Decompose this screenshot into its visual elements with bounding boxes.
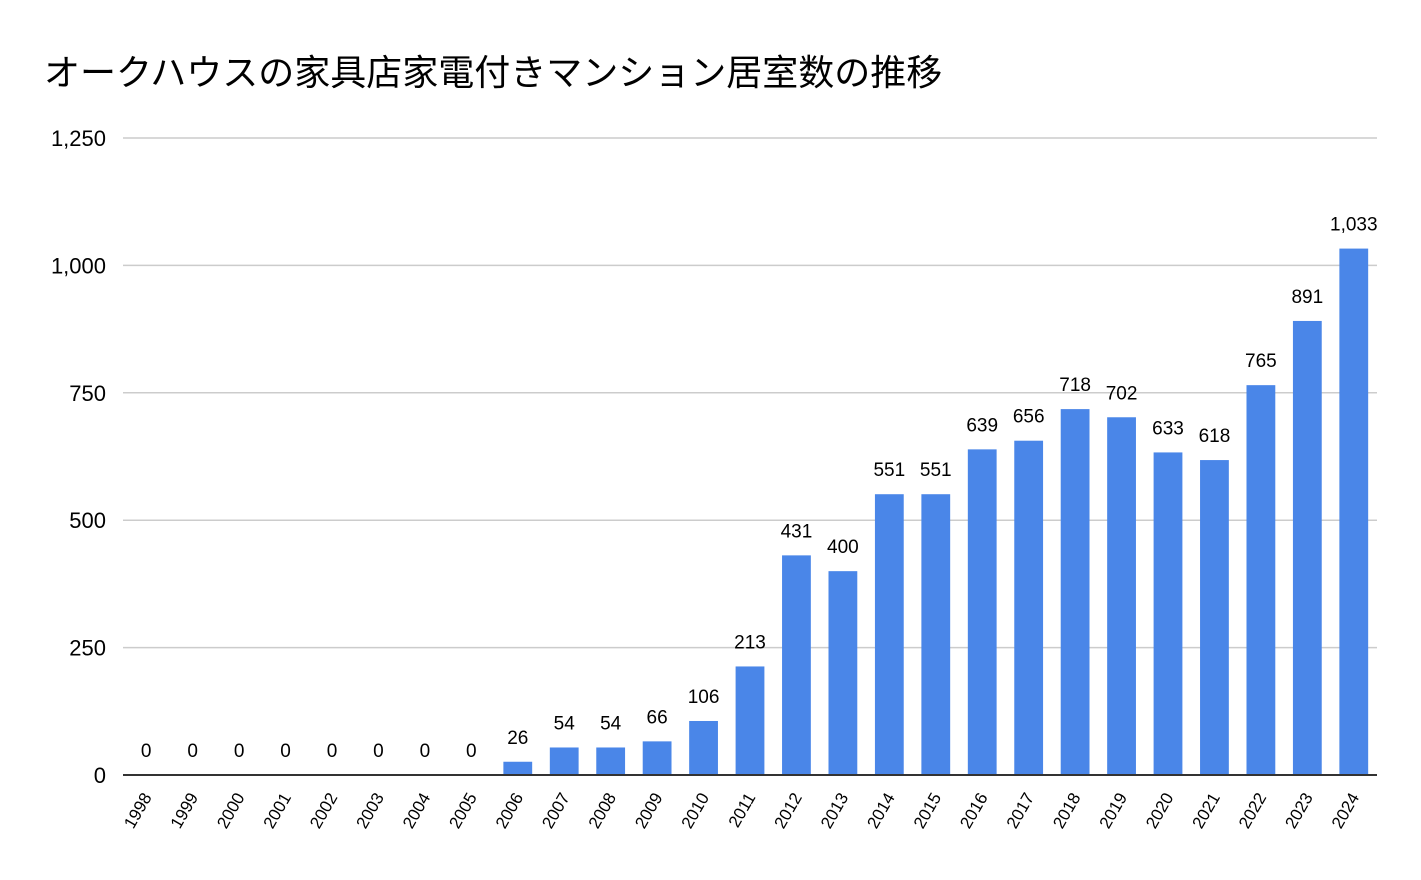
bar	[1339, 248, 1369, 776]
bar	[1060, 409, 1090, 775]
x-tick-label: 1998	[120, 790, 155, 832]
x-tick-label: 2011	[725, 790, 760, 831]
data-label: 0	[280, 741, 291, 762]
data-label: 551	[920, 460, 952, 481]
data-label: 213	[734, 632, 766, 653]
bar	[921, 494, 951, 775]
x-tick-label: 2020	[1142, 790, 1177, 832]
x-tick-label: 2015	[910, 790, 945, 832]
data-label: 656	[1013, 407, 1045, 428]
x-tick-label: 2014	[863, 790, 898, 832]
data-label: 1,033	[1330, 215, 1378, 236]
data-label: 702	[1106, 383, 1138, 404]
y-tick-label: 1,000	[51, 253, 106, 278]
x-tick-label: 2004	[399, 790, 434, 832]
data-label: 0	[187, 741, 198, 762]
bar	[1200, 460, 1229, 775]
x-tick-label: 2002	[306, 790, 341, 832]
x-tick-label: 2024	[1328, 790, 1363, 832]
bar	[874, 494, 904, 775]
x-tick-label: 2013	[817, 790, 852, 832]
bar	[596, 747, 626, 775]
bar	[1014, 440, 1044, 775]
x-tick-label: 2007	[538, 790, 573, 832]
data-label: 400	[827, 537, 859, 558]
data-label: 54	[600, 713, 622, 734]
bar	[1107, 417, 1136, 775]
y-tick-label: 500	[69, 508, 106, 533]
x-tick-label: 2018	[1049, 790, 1084, 832]
bar	[782, 555, 811, 775]
x-tick-label: 2001	[260, 790, 295, 832]
data-label: 639	[966, 415, 998, 436]
x-tick-label: 2008	[585, 790, 620, 832]
x-tick-label: 2023	[1281, 790, 1316, 832]
x-tick-label: 2017	[1003, 790, 1038, 832]
data-label: 54	[554, 713, 576, 734]
x-tick-label: 2012	[771, 790, 806, 832]
chart-title: オークハウスの家具店家電付きマンション居室数の推移	[44, 53, 943, 94]
y-tick-label: 0	[94, 763, 106, 788]
data-label: 0	[327, 741, 338, 762]
data-label: 66	[647, 707, 668, 728]
y-tick-label: 1,250	[51, 126, 106, 151]
x-tick-label: 2000	[213, 790, 248, 832]
x-tick-label: 2005	[445, 790, 480, 832]
data-label: 551	[873, 460, 905, 481]
bar	[549, 747, 579, 775]
data-label: 718	[1059, 375, 1091, 396]
data-label: 431	[781, 521, 813, 542]
x-tick-label: 2006	[492, 790, 527, 832]
x-tick-label: 1999	[167, 790, 202, 832]
data-label: 0	[234, 741, 245, 762]
data-label: 106	[688, 687, 720, 708]
x-tick-label: 2021	[1189, 790, 1224, 832]
x-tick-label: 2009	[631, 790, 666, 832]
x-tick-label: 2003	[353, 790, 388, 832]
x-tick-label: 2010	[678, 790, 713, 832]
data-label: 26	[507, 728, 528, 749]
bar	[735, 666, 765, 775]
x-tick-label: 2016	[956, 789, 991, 831]
x-tick-label: 2022	[1235, 790, 1270, 832]
bar	[828, 571, 858, 775]
data-label: 0	[373, 741, 384, 762]
data-label: 891	[1291, 287, 1323, 308]
y-tick-label: 250	[69, 636, 106, 661]
bar	[1153, 452, 1183, 775]
bar	[967, 449, 997, 775]
bar	[1246, 385, 1276, 775]
bar	[1292, 320, 1322, 775]
bar	[689, 720, 718, 775]
data-label: 765	[1245, 351, 1277, 372]
data-label: 0	[466, 741, 477, 762]
data-label: 0	[141, 741, 152, 762]
x-tick-label: 2019	[1096, 790, 1131, 832]
bar	[503, 761, 533, 775]
bar	[642, 741, 672, 775]
data-label: 618	[1199, 426, 1231, 447]
data-label: 633	[1152, 418, 1184, 439]
y-tick-label: 750	[69, 381, 106, 406]
data-label: 0	[420, 741, 431, 762]
